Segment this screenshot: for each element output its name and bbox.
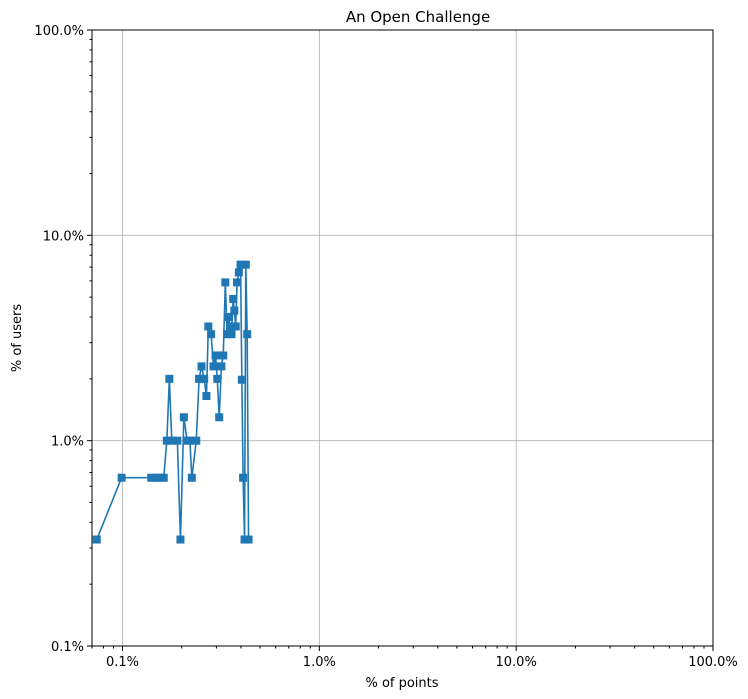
data-point <box>200 374 209 383</box>
data-point <box>223 330 232 339</box>
data-point <box>233 278 242 287</box>
data-point <box>240 535 249 544</box>
data-point <box>117 473 126 482</box>
data-point <box>92 535 101 544</box>
data-point <box>197 362 206 371</box>
data-point <box>231 322 240 331</box>
data-point <box>230 306 239 315</box>
x-axis-label: % of points <box>365 676 438 691</box>
y-axis-label: % of users <box>10 304 25 373</box>
data-point <box>219 351 228 360</box>
data-point <box>241 260 250 269</box>
data-point <box>236 260 245 269</box>
data-point <box>202 392 211 401</box>
data-point <box>187 473 196 482</box>
x-ticks: 0.1% 1.0% 10.0% 100.0% <box>106 646 738 670</box>
data-point <box>176 535 185 544</box>
data-point <box>217 362 226 371</box>
data-point <box>243 330 252 339</box>
y-tick-label: 0.1% <box>51 640 84 655</box>
data-point <box>209 362 218 371</box>
data-point <box>211 351 220 360</box>
data-point <box>207 330 216 339</box>
data-point <box>237 375 246 384</box>
data-point <box>147 473 156 482</box>
y-tick-label: 10.0% <box>43 229 84 244</box>
data-point <box>192 436 201 445</box>
data-point <box>204 322 213 331</box>
x-tick-label: 1.0% <box>303 655 336 670</box>
data-point <box>227 330 236 339</box>
x-tick-label: 100.0% <box>688 655 738 670</box>
data-point <box>239 473 248 482</box>
x-tick-label: 0.1% <box>106 655 139 670</box>
y-tick-label: 1.0% <box>51 435 84 450</box>
axes-frame <box>91 29 714 647</box>
data-point <box>167 436 176 445</box>
data-point <box>224 313 233 322</box>
data-point <box>229 294 238 303</box>
data-point <box>195 374 204 383</box>
data-point <box>179 413 188 422</box>
data-point <box>162 436 171 445</box>
data-point <box>226 322 235 331</box>
chart-title: An Open Challenge <box>346 8 490 26</box>
data-point <box>173 436 182 445</box>
data-point <box>185 436 194 445</box>
data-point <box>213 374 222 383</box>
data-point <box>244 535 253 544</box>
x-tick-label: 10.0% <box>496 655 537 670</box>
y-tick-label: 100.0% <box>34 24 84 39</box>
y-ticks: 0.1% 1.0% 10.0% 100.0% <box>34 24 92 655</box>
data-point <box>215 413 224 422</box>
data-point <box>234 268 243 277</box>
data-point <box>221 278 230 287</box>
data-point <box>165 374 174 383</box>
data-point <box>159 473 168 482</box>
series-layer <box>92 260 253 544</box>
